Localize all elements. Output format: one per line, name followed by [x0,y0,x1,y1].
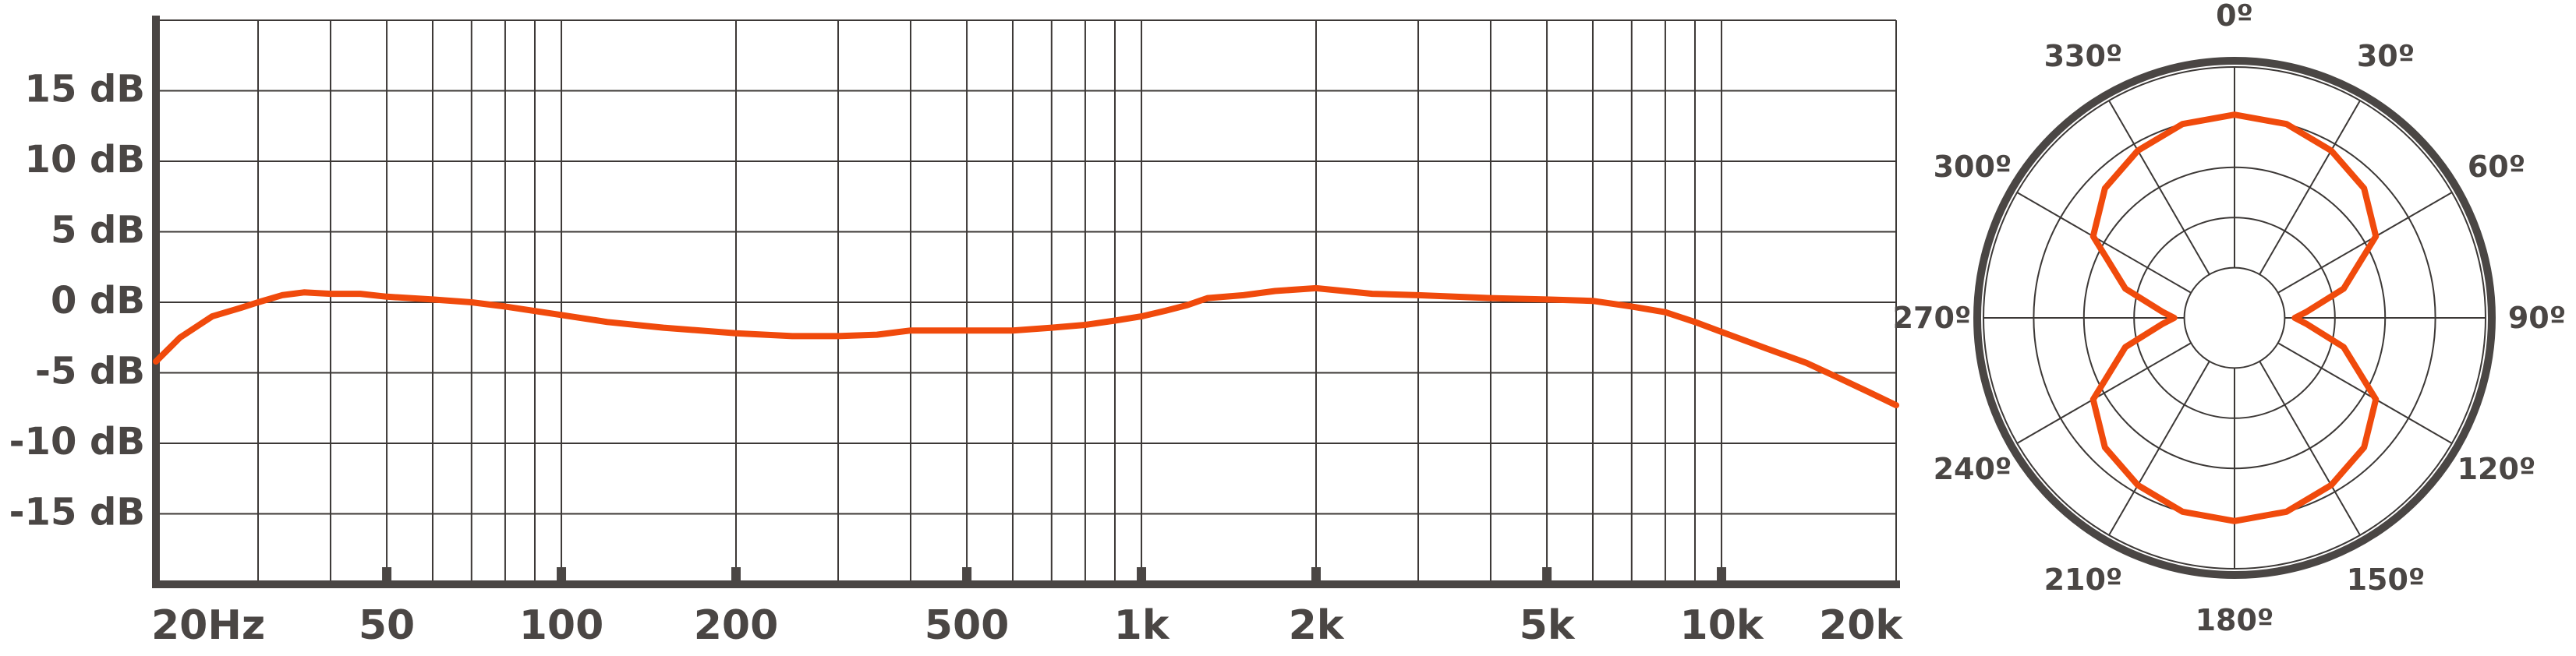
fr-x-tick-label: 200 [694,602,779,649]
polar-spoke [2259,361,2361,536]
polar-angle-label: 120º [2457,452,2536,486]
polar-angle-label: 0º [2216,0,2253,33]
polar-spoke [2277,342,2453,444]
polar-angle-label: 330º [2044,39,2123,73]
fr-gridlines [156,19,1897,584]
polar-spoke [2277,192,2453,294]
fr-y-tick-label: 0 dB [51,279,145,323]
fr-x-tick-label: 1k [1114,602,1170,649]
polar-gridlines [1983,66,2486,570]
polar-spoke [2108,361,2210,536]
polar-spoke [2108,100,2210,275]
fr-x-major-tick [557,567,567,584]
fr-x-major-tick [1717,567,1727,584]
fr-x-tick-label: 50 [359,602,415,649]
polar-pattern-curve [2089,111,2380,524]
polar-spoke [2016,192,2192,294]
fr-x-tick-label: 500 [925,602,1010,649]
polar-ring [2183,266,2286,369]
polar-angle-label: 150º [2347,563,2426,597]
fr-x-major-tick [382,567,392,584]
fr-x-major-tick [1311,567,1321,584]
fr-x-tick-label: 2k [1289,602,1345,649]
fr-axes-frame [152,16,1900,588]
fr-x-major-tick [731,567,741,584]
polar-angle-label: 240º [1934,452,2012,486]
frequency-response-chart: 15 dB 10 dB 5 dB 0 dB -5 dB -10 dB -15 dB 20Hz… [9,16,1903,649]
polar-angle-label: 30º [2357,39,2415,73]
fr-response-curve [153,284,1899,409]
polar-angle-label: 180º [2196,603,2274,637]
fr-y-tick-label: -5 dB [35,350,145,393]
polar-angle-label: 300º [1934,150,2012,184]
polar-spoke [2016,342,2192,444]
polar-outer-ring [1973,57,2496,579]
fr-y-tick-label: 5 dB [51,209,145,252]
fr-x-tick-label: 5k [1520,602,1576,649]
polar-angle-label: 210º [2044,563,2123,597]
polar-angle-label: 60º [2468,150,2525,184]
fr-y-tick-label: -15 dB [9,491,145,534]
fr-x-major-tick [1137,567,1147,584]
polar-pattern-chart: 0º 30º 60º 90º 120º 150º 180º 210º 240º 270º 300º 3… [1893,0,2567,637]
polar-angle-labels: 0º 30º 60º 90º 120º 150º 180º 210º 240º 270º 300º 3… [1893,0,2567,637]
polar-spoke [2259,100,2361,275]
fr-y-tick-label: 10 dB [25,138,145,182]
fr-y-tick-labels: 15 dB 10 dB 5 dB 0 dB -5 dB -10 dB -15 dB [9,68,145,534]
fr-x-tick-label: 20k [1819,602,1903,649]
fr-y-tick-label: -10 dB [9,420,145,464]
fr-x-tick-label: 10k [1680,602,1764,649]
fr-x-major-tick [962,567,972,584]
fr-x-tick-label: 20Hz [151,602,265,649]
fr-x-tick-labels: 20Hz 50 100 200 500 1k 2k 5k 10k 20k [151,602,1903,649]
fr-x-major-tick [1542,567,1552,584]
fr-y-tick-label: 15 dB [25,68,145,111]
polar-angle-label: 90º [2508,301,2566,335]
fr-x-tick-label: 100 [519,602,604,649]
polar-angle-label: 270º [1893,301,1972,335]
